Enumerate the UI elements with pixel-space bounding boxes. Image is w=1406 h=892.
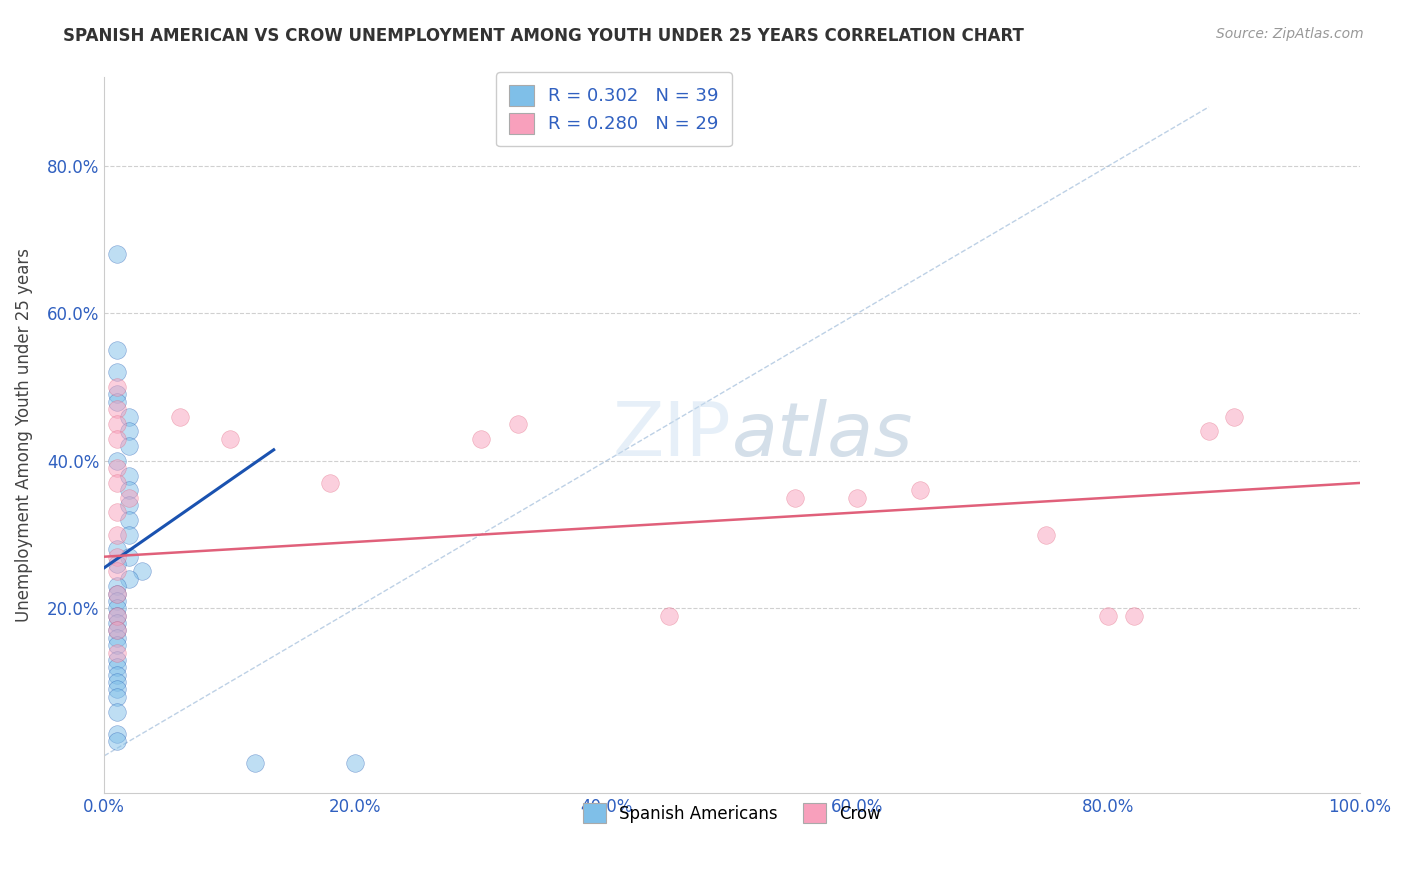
Point: [783, 491, 806, 505]
Point: [118, 483, 141, 498]
Point: [118, 425, 141, 439]
Point: [105, 247, 128, 261]
Point: [1198, 425, 1220, 439]
Point: [105, 653, 128, 667]
Point: [118, 409, 141, 424]
Point: [908, 483, 931, 498]
Point: [105, 675, 128, 690]
Point: [105, 726, 128, 740]
Point: [105, 601, 128, 615]
Point: [105, 395, 128, 409]
Point: [118, 468, 141, 483]
Point: [105, 608, 128, 623]
Point: [169, 409, 191, 424]
Point: [105, 616, 128, 631]
Point: [105, 343, 128, 358]
Point: [118, 572, 141, 586]
Point: [1097, 608, 1119, 623]
Legend: Spanish Americans, Crow: Spanish Americans, Crow: [571, 792, 893, 834]
Point: [118, 491, 141, 505]
Point: [131, 565, 153, 579]
Point: [105, 506, 128, 520]
Point: [218, 432, 240, 446]
Point: [105, 734, 128, 748]
Point: [118, 549, 141, 564]
Point: [105, 461, 128, 475]
Point: [105, 402, 128, 417]
Point: [105, 586, 128, 600]
Point: [105, 417, 128, 431]
Point: [846, 491, 869, 505]
Point: [470, 432, 492, 446]
Point: [344, 756, 367, 771]
Text: ZIP: ZIP: [613, 399, 733, 472]
Point: [105, 608, 128, 623]
Point: [105, 682, 128, 697]
Point: [105, 586, 128, 600]
Text: Source: ZipAtlas.com: Source: ZipAtlas.com: [1216, 27, 1364, 41]
Point: [508, 417, 530, 431]
Point: [105, 631, 128, 645]
Point: [105, 454, 128, 468]
Point: [105, 624, 128, 638]
Point: [118, 498, 141, 512]
Point: [105, 705, 128, 719]
Point: [105, 557, 128, 571]
Point: [105, 387, 128, 401]
Point: [105, 579, 128, 593]
Point: [1122, 608, 1144, 623]
Point: [105, 432, 128, 446]
Point: [105, 638, 128, 652]
Point: [243, 756, 266, 771]
Point: [105, 527, 128, 541]
Point: [105, 542, 128, 557]
Point: [105, 549, 128, 564]
Point: [105, 380, 128, 394]
Y-axis label: Unemployment Among Youth under 25 years: Unemployment Among Youth under 25 years: [15, 248, 32, 622]
Point: [1223, 409, 1246, 424]
Point: [658, 608, 681, 623]
Point: [105, 475, 128, 490]
Text: atlas: atlas: [733, 399, 914, 471]
Point: [105, 660, 128, 674]
Point: [319, 475, 342, 490]
Point: [118, 527, 141, 541]
Point: [105, 646, 128, 660]
Point: [105, 594, 128, 608]
Point: [105, 624, 128, 638]
Point: [105, 565, 128, 579]
Point: [105, 690, 128, 704]
Point: [118, 439, 141, 453]
Point: [105, 667, 128, 681]
Point: [1035, 527, 1057, 541]
Point: [105, 365, 128, 379]
Point: [118, 513, 141, 527]
Text: SPANISH AMERICAN VS CROW UNEMPLOYMENT AMONG YOUTH UNDER 25 YEARS CORRELATION CHA: SPANISH AMERICAN VS CROW UNEMPLOYMENT AM…: [63, 27, 1024, 45]
